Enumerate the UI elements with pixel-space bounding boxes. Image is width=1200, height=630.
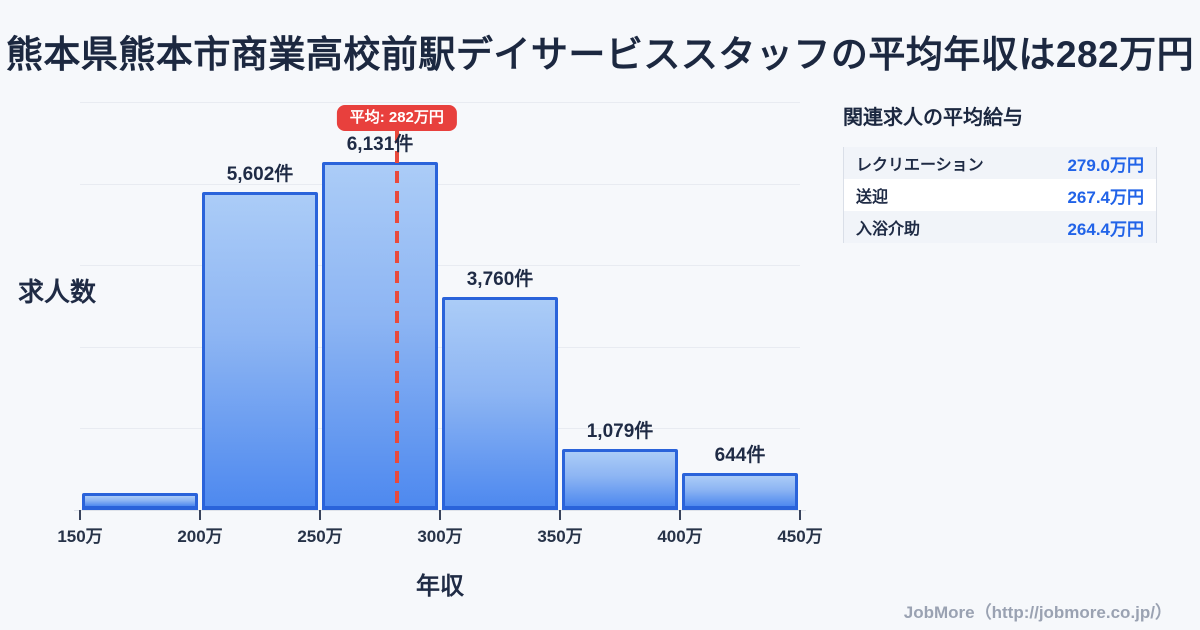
x-axis-tick-label: 400万 [657,527,703,546]
salary-value: 267.4万円 [1067,187,1144,207]
bar-value-label: 644件 [714,445,766,466]
chart-plot-area: 5,602件 6,131件 3,760件 1,079件 644件 150万 200万 250万… [57,102,823,546]
histogram-bar [682,473,798,510]
x-axis-tick-label: 300万 [417,527,463,546]
x-axis-tick-label: 350万 [537,527,583,546]
x-axis-tick [439,510,441,520]
salary-value: 264.4万円 [1067,219,1144,239]
page-title: 熊本県熊本市商業高校前駅デイサービススタッフの平均年収は282万円 [5,34,1195,75]
average-line [394,131,399,510]
x-axis-tick [79,510,81,520]
histogram-bar [562,449,678,510]
bar-value-label: 1,079件 [586,421,654,442]
job-label: 送迎 [856,189,889,206]
histogram-bar [322,162,438,510]
gridline [80,265,800,267]
x-axis-tick [319,510,321,520]
table-row: 入浴介助 264.4万円 [844,211,1156,243]
histogram-bar [202,192,318,510]
gridline [80,102,800,103]
average-badge: 平均: 282万円 [336,105,457,131]
x-axis-tick [679,510,681,520]
bar-value-label: 5,602件 [226,164,294,185]
x-axis-tick-label: 150万 [57,527,103,546]
jobmore-credit: JobMore（http://jobmore.co.jp/） [903,603,1172,622]
gridline [80,183,800,185]
y-axis-label: 求人数 [18,277,97,307]
table-row: 送迎 267.4万円 [844,179,1156,211]
bar-value-label: 6,131件 [346,134,414,155]
x-axis-tick-label: 200万 [177,527,223,546]
x-axis-tick [559,510,561,520]
x-axis-label: 年収 [416,573,464,600]
histogram-bar [442,297,558,510]
gridline [80,346,800,348]
salary-value: 279.0万円 [1067,155,1144,175]
related-jobs-table: レクリエーション 279.0万円 送迎 267.4万円 入浴介助 264.4万円 [843,147,1157,243]
related-jobs-panel-title: 関連求人の平均給与 [843,107,1023,129]
histogram-bar [82,493,198,510]
x-axis-tick [199,510,201,520]
bar-value-label: 3,760件 [466,269,534,290]
gridline [80,428,800,430]
job-label: レクリエーション [856,157,984,174]
x-axis-tick-label: 450万 [777,527,823,546]
table-row: レクリエーション 279.0万円 [844,147,1156,179]
x-axis-tick-label: 250万 [297,527,343,546]
job-label: 入浴介助 [856,221,921,238]
x-axis-tick [799,510,801,520]
